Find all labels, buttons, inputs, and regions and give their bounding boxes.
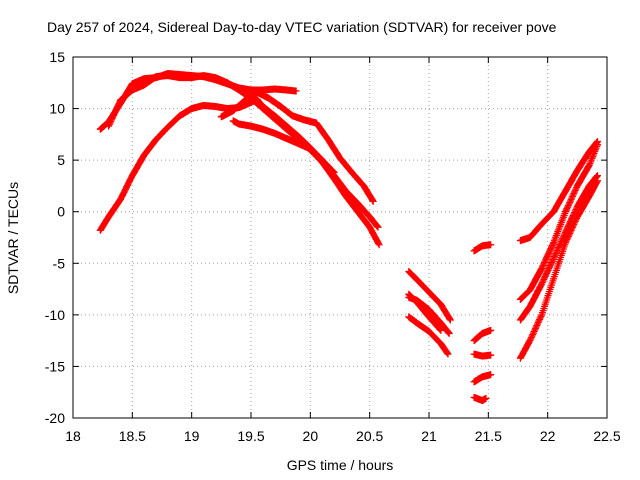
series-track-i (405, 290, 445, 334)
data-point-markers (470, 371, 495, 386)
x-tick-label: 20 (303, 428, 319, 444)
y-tick-label: 0 (57, 204, 65, 220)
y-tick-label: 5 (57, 152, 65, 168)
series-track-l (470, 350, 495, 360)
series-track-o (516, 138, 602, 245)
x-tick-label: 21.5 (475, 428, 502, 444)
x-tick-label: 21 (421, 428, 437, 444)
series-track-h (405, 313, 452, 358)
y-tick-label: -5 (53, 255, 66, 271)
data-point-markers (516, 177, 602, 362)
series-track-d (229, 117, 338, 177)
data-point-markers (470, 326, 495, 345)
x-tick-label: 18.5 (119, 428, 146, 444)
series-track-n (470, 393, 490, 404)
grid (73, 57, 607, 418)
data-point-markers (405, 313, 452, 358)
data-series (96, 70, 602, 404)
series-track-k (470, 326, 495, 345)
x-tick-label: 20.5 (356, 428, 383, 444)
y-axis-label: SDTVAR / TECUs (5, 182, 21, 294)
data-point-markers (470, 350, 495, 360)
data-point-markers (405, 290, 445, 334)
series-track-j (470, 241, 495, 255)
y-tick-label: -10 (45, 307, 65, 323)
series-track-q (516, 172, 602, 324)
data-point-markers (229, 117, 338, 177)
data-point-markers (470, 393, 490, 404)
data-point-markers (516, 172, 602, 324)
plot-border (72, 56, 608, 419)
tick-marks (72, 56, 608, 419)
x-tick-label: 22.5 (593, 428, 620, 444)
series-track-p (516, 141, 602, 303)
data-point-markers (516, 141, 602, 303)
series-track-r (516, 177, 602, 362)
y-tick-label: -20 (45, 410, 65, 426)
y-tick-label: 15 (49, 49, 65, 65)
series-track-e (217, 88, 377, 205)
x-tick-label: 19.5 (237, 428, 264, 444)
y-tick-label: -15 (45, 358, 65, 374)
series-track-m (470, 371, 495, 386)
x-tick-label: 19 (184, 428, 200, 444)
plot-frame (72, 56, 608, 419)
y-tick-label: 10 (49, 101, 65, 117)
data-point-markers (470, 241, 495, 255)
chart-title: Day 257 of 2024, Sidereal Day-to-day VTE… (47, 19, 557, 35)
x-tick-label: 22 (540, 428, 556, 444)
data-point-markers (405, 268, 454, 324)
data-point-markers (217, 88, 377, 205)
x-axis-label: GPS time / hours (287, 457, 394, 473)
x-tick-labels: 18 18.5 19 19.5 20 20.5 21 21.5 22 22.5 (65, 428, 621, 444)
x-tick-label: 18 (65, 428, 81, 444)
data-point-markers (516, 138, 602, 245)
y-tick-labels: -20 -15 -10 -5 0 5 10 15 (45, 49, 65, 426)
series-track-f (405, 268, 454, 324)
